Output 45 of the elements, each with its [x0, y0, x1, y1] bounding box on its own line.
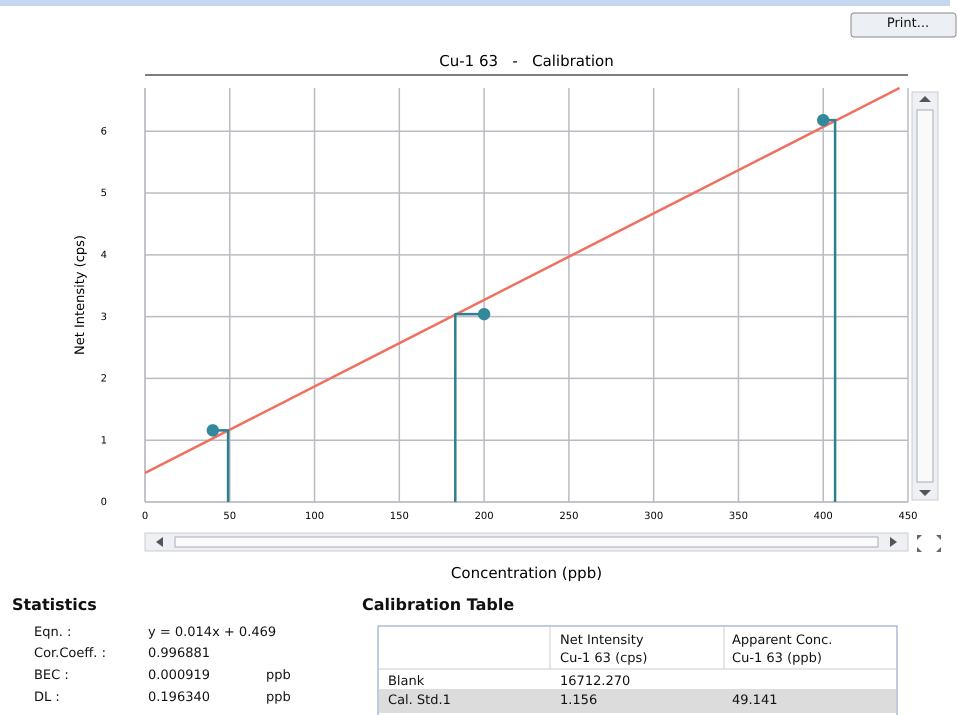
text: Cal. Std.1	[388, 693, 451, 708]
text: Statistics	[12, 595, 97, 614]
x-tick-label: 100	[305, 511, 324, 522]
x-tick-label: 0	[142, 511, 148, 522]
text: Apparent Conc.	[732, 633, 832, 648]
x-tick-label: 50	[223, 511, 236, 522]
x-tick-label: 300	[644, 511, 664, 522]
x-tick-label: 200	[474, 511, 494, 522]
text: Eqn. :	[34, 625, 72, 640]
x-tick-label: 450	[898, 511, 918, 522]
text: 0.196340	[148, 690, 210, 705]
text: BEC :	[34, 668, 69, 683]
y-tick-label: 3	[100, 312, 107, 323]
point	[478, 308, 490, 320]
text: Net Intensity	[560, 633, 644, 648]
x-tick-label: 400	[814, 511, 833, 522]
text: Cor.Coeff. :	[34, 646, 106, 661]
text: Print...	[886, 16, 930, 31]
y-axis-title: Net Intensity (cps)	[73, 235, 88, 355]
text: Cu-1 63 (ppb)	[732, 651, 822, 666]
text: 0.000919	[148, 668, 210, 683]
text: ppb	[266, 668, 291, 683]
text: ppb	[266, 690, 291, 705]
text: 1.156	[560, 693, 598, 708]
x-tick-label: 250	[559, 511, 578, 522]
y-tick-label: 1	[100, 435, 107, 446]
point	[206, 424, 219, 436]
text: 0.996881	[148, 646, 210, 661]
text: 49.141	[732, 693, 778, 708]
x-tick-label: 150	[390, 511, 409, 522]
text: DL :	[34, 690, 60, 705]
y-tick-label: 6	[100, 126, 107, 138]
y-tick-label: 4	[100, 250, 107, 262]
x-axis-title: Concentration (ppb)	[450, 564, 602, 582]
y-tick-label: 0	[100, 497, 107, 508]
text: Blank	[388, 674, 424, 689]
y-tick-label: 2	[100, 374, 107, 385]
x-tick-label: 350	[728, 511, 748, 522]
point	[817, 114, 830, 126]
y-tick-label: 5	[100, 188, 107, 200]
text: 16712.270	[560, 674, 630, 689]
chart-title: Cu-1 63 - Calibration	[439, 52, 614, 70]
text: y = 0.014x + 0.469	[148, 625, 276, 640]
text: Cu-1 63 (cps)	[560, 651, 648, 666]
text: Calibration Table	[362, 595, 514, 614]
